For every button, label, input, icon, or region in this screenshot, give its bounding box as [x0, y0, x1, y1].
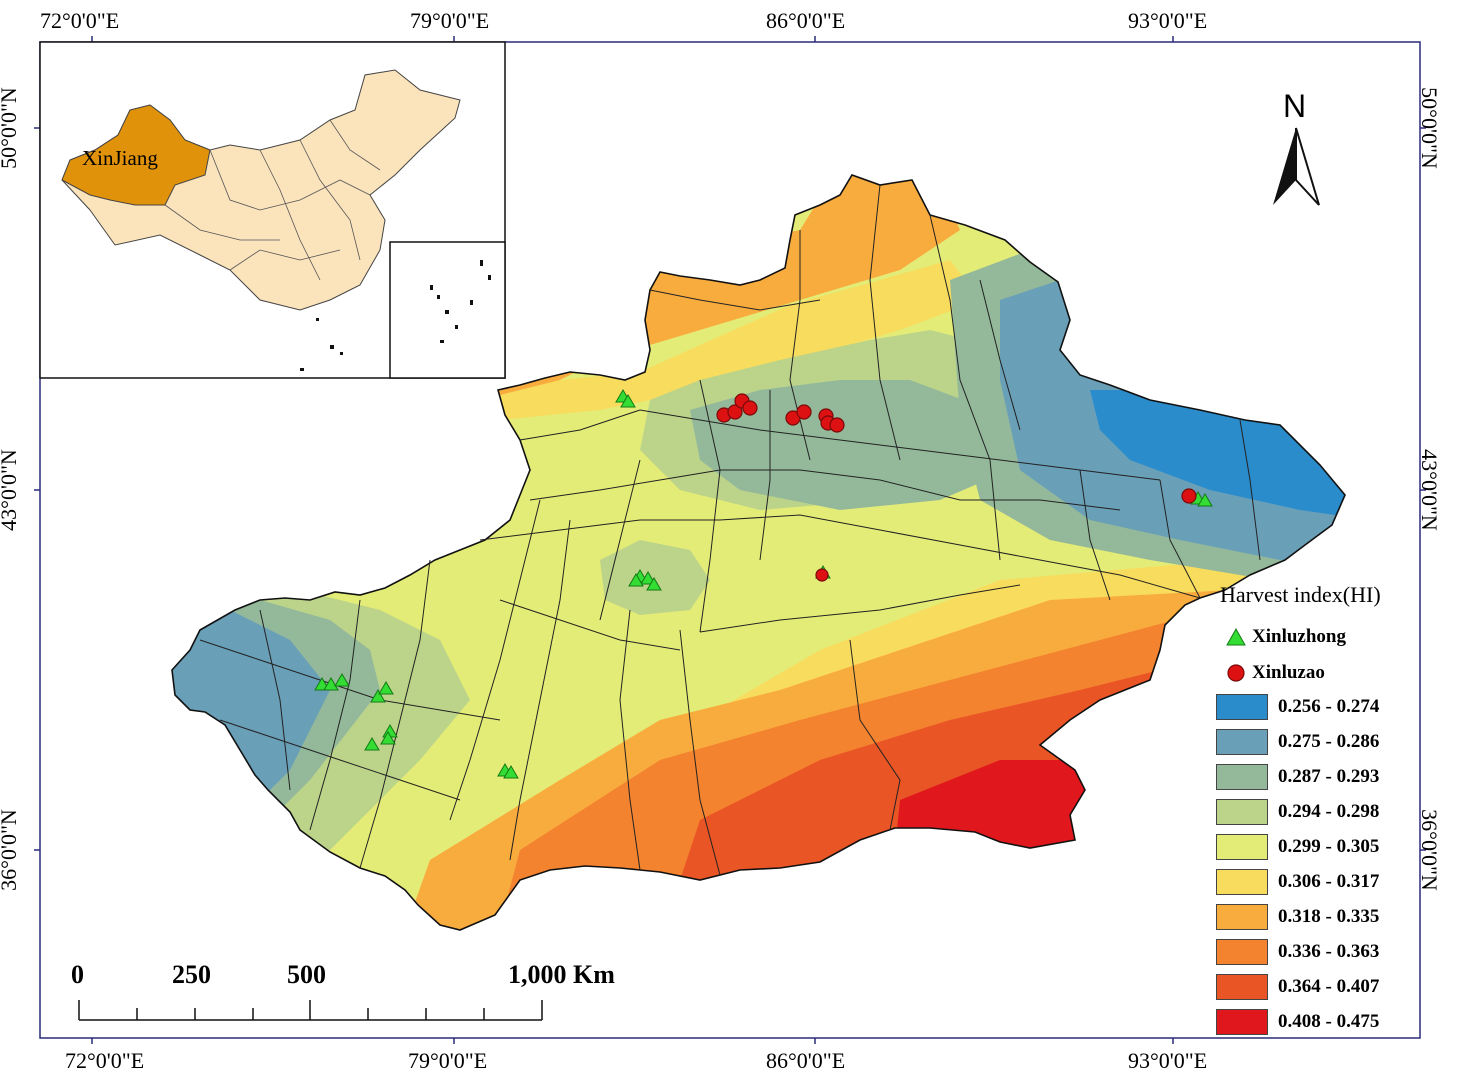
legend-class-label: 0.408 - 0.475	[1278, 1011, 1380, 1032]
legend-symbol-xinluzhong: Xinluzhong	[1226, 624, 1346, 650]
coord-top-1: 79°0'0"E	[410, 8, 490, 33]
legend-swatch	[1216, 764, 1268, 790]
scale-label-1000: 1,000 Km	[508, 960, 615, 989]
coord-top-3: 93°0'0"E	[1128, 8, 1208, 33]
legend-class-label: 0.306 - 0.317	[1278, 871, 1380, 892]
coord-bottom-2: 86°0'0"E	[766, 1048, 846, 1073]
legend-class-row: 0.275 - 0.286	[1216, 728, 1379, 756]
legend-class-row: 0.408 - 0.475	[1216, 1008, 1379, 1036]
legend-swatch	[1216, 1009, 1268, 1035]
legend-class-label: 0.275 - 0.286	[1278, 731, 1380, 752]
scale-label-500: 500	[287, 960, 326, 989]
south-china-sea-islands	[300, 260, 491, 371]
scale-label-250: 250	[172, 960, 211, 989]
legend-class-row: 0.336 - 0.363	[1216, 938, 1379, 966]
triangle-icon	[1226, 628, 1246, 646]
legend-class-row: 0.318 - 0.335	[1216, 903, 1379, 931]
legend-class-label: 0.294 - 0.298	[1278, 801, 1380, 822]
coord-right-1: 43°0'0"N	[1416, 449, 1442, 531]
legend-class-row: 0.299 - 0.305	[1216, 833, 1379, 861]
legend-swatch	[1216, 694, 1268, 720]
coord-bottom-0: 72°0'0"E	[65, 1048, 145, 1073]
legend-swatch	[1216, 869, 1268, 895]
inset-region-label: XinJiang	[82, 146, 158, 170]
legend-swatch	[1216, 799, 1268, 825]
legend-swatch	[1216, 729, 1268, 755]
coord-left-2: 36°0'0"N	[0, 809, 21, 891]
county-boundaries	[199, 184, 1261, 876]
legend-swatch	[1216, 834, 1268, 860]
legend-class-label: 0.287 - 0.293	[1278, 766, 1380, 787]
legend-swatch	[1216, 904, 1268, 930]
coord-top-2: 86°0'0"E	[766, 8, 846, 33]
legend-class-label: 0.336 - 0.363	[1278, 941, 1380, 962]
north-arrow-label: N	[1283, 88, 1307, 124]
legend-class-row: 0.364 - 0.407	[1216, 973, 1379, 1001]
coord-bottom-3: 93°0'0"E	[1128, 1048, 1208, 1073]
xinluzao-stations	[716, 393, 1197, 582]
coord-left-1: 43°0'0"N	[0, 449, 21, 531]
north-arrow-icon	[1273, 127, 1320, 206]
coord-bottom-1: 79°0'0"E	[408, 1048, 488, 1073]
coord-top-0: 72°0'0"E	[40, 8, 120, 33]
legend-class-label: 0.318 - 0.335	[1278, 906, 1380, 927]
inset-map	[39, 41, 506, 379]
legend-swatch	[1216, 939, 1268, 965]
legend-symbol-label: Xinluzao	[1252, 662, 1325, 683]
circle-icon	[1227, 664, 1245, 682]
legend-swatch	[1216, 974, 1268, 1000]
scale-label-0: 0	[71, 960, 84, 989]
legend-class-label: 0.299 - 0.305	[1278, 836, 1380, 857]
legend-title: Harvest index(HI)	[1220, 582, 1381, 607]
legend-class-label: 0.256 - 0.274	[1278, 696, 1380, 717]
scale-bar	[78, 1000, 543, 1021]
legend-class-row: 0.306 - 0.317	[1216, 868, 1379, 896]
coord-left-0: 50°0'0"N	[0, 87, 21, 169]
legend-class-row: 0.256 - 0.274	[1216, 693, 1379, 721]
coord-right-2: 36°0'0"N	[1416, 809, 1442, 891]
legend-symbol-label: Xinluzhong	[1252, 626, 1346, 647]
legend-class-row: 0.294 - 0.298	[1216, 798, 1379, 826]
coord-right-0: 50°0'0"N	[1416, 87, 1442, 169]
legend-symbol-xinluzao: Xinluzao	[1226, 660, 1325, 686]
map-frame	[39, 41, 1421, 1039]
graticule-ticks	[34, 36, 1426, 1044]
legend-class-row: 0.287 - 0.293	[1216, 763, 1379, 791]
legend-class-label: 0.364 - 0.407	[1278, 976, 1380, 997]
